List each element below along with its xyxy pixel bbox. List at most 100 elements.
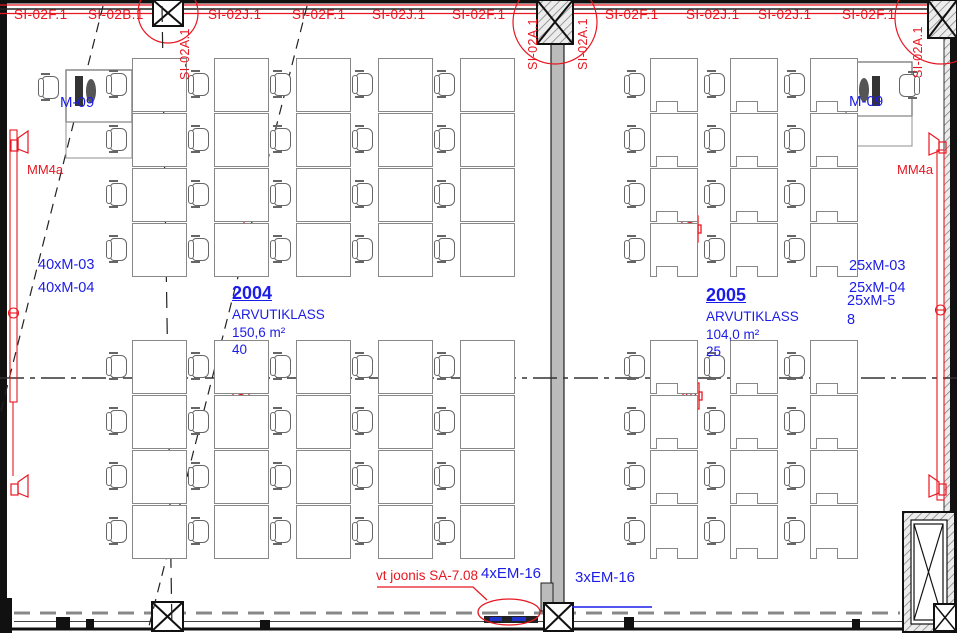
room-capacity: 25 — [706, 344, 722, 359]
desk-icon — [132, 168, 187, 222]
chair-icon — [704, 180, 725, 206]
desk-icon — [650, 340, 698, 394]
chair-icon — [106, 70, 127, 96]
desk-icon — [378, 223, 433, 277]
chair-icon — [270, 462, 291, 488]
desk-icon — [650, 450, 698, 504]
cable-run-label: SI-02F.1 — [842, 7, 896, 22]
desk-icon — [214, 450, 269, 504]
desk-tray-icon — [736, 211, 758, 222]
desk-tray-icon — [656, 493, 678, 504]
desk-icon — [214, 340, 269, 394]
riser-label: SI-02A.1 — [911, 26, 925, 78]
em-label-left: 4xEM-16 — [481, 565, 542, 582]
station-label-m09-right: M-09 — [849, 93, 884, 110]
desk-icon — [810, 340, 858, 394]
desk-icon — [730, 168, 778, 222]
chair-icon — [106, 235, 127, 261]
desk-icon — [132, 223, 187, 277]
chair-icon — [434, 180, 455, 206]
desk-icon — [296, 223, 351, 277]
desk-icon — [296, 505, 351, 559]
desk-tray-icon — [816, 101, 838, 112]
em-label-right: 3xEM-16 — [575, 569, 636, 586]
desk-tray-icon — [656, 266, 678, 277]
desk-icon — [132, 113, 187, 167]
desk-icon — [214, 223, 269, 277]
chair-icon — [188, 125, 209, 151]
chair-icon — [270, 407, 291, 433]
desk-icon — [132, 505, 187, 559]
desk-icon — [810, 395, 858, 449]
chair-icon — [704, 235, 725, 261]
desk-tray-icon — [736, 548, 758, 559]
desk-icon — [296, 340, 351, 394]
chair-icon — [784, 70, 805, 96]
desk-tray-icon — [656, 156, 678, 167]
desk-tray-icon — [736, 383, 758, 394]
desk-icon — [650, 505, 698, 559]
chair-icon — [704, 125, 725, 151]
floor-duct-callout — [377, 586, 652, 626]
room-area: 104,0 m² — [706, 327, 760, 342]
chair-icon — [106, 462, 127, 488]
ventilation-shaft-icon — [902, 511, 957, 633]
desk-icon — [378, 395, 433, 449]
cable-run-label: SI-02J.1 — [686, 7, 740, 22]
chair-icon — [434, 462, 455, 488]
desk-icon — [460, 58, 515, 112]
chair-icon — [784, 517, 805, 543]
equipment-label: 40xM-04 — [38, 280, 95, 296]
desk-icon — [730, 113, 778, 167]
chair-icon — [704, 352, 725, 378]
chair-icon — [434, 352, 455, 378]
chair-icon — [624, 125, 645, 151]
desk-icon — [810, 223, 858, 277]
desk-icon — [214, 113, 269, 167]
chair-icon — [188, 407, 209, 433]
chair-icon — [188, 180, 209, 206]
desk-icon — [650, 395, 698, 449]
desk-icon — [730, 450, 778, 504]
desk-icon — [650, 113, 698, 167]
chair-icon — [624, 235, 645, 261]
chair-icon — [624, 517, 645, 543]
desk-tray-icon — [736, 493, 758, 504]
desk-icon — [296, 58, 351, 112]
chair-icon — [352, 70, 373, 96]
chair-icon — [270, 70, 291, 96]
chair-icon — [784, 235, 805, 261]
desk-icon — [650, 223, 698, 277]
desk-icon — [214, 395, 269, 449]
equipment-label: 40xM-03 — [38, 257, 95, 273]
chair-icon — [434, 235, 455, 261]
desk-icon — [214, 58, 269, 112]
desk-icon — [460, 505, 515, 559]
desk-tray-icon — [736, 101, 758, 112]
desk-icon — [810, 58, 858, 112]
desk-tray-icon — [656, 548, 678, 559]
cable-run-label: SI-02B.1 — [88, 7, 144, 22]
desk-tray-icon — [736, 266, 758, 277]
desk-tray-icon — [816, 156, 838, 167]
desk-tray-icon — [736, 438, 758, 449]
chair-icon — [784, 352, 805, 378]
chair-icon — [352, 235, 373, 261]
desk-icon — [460, 395, 515, 449]
desk-icon — [730, 340, 778, 394]
desk-icon — [810, 113, 858, 167]
cable-tray-icon — [7, 129, 947, 501]
column-icon — [151, 0, 957, 632]
chair-icon — [188, 235, 209, 261]
riser-label: SI-02A.1 — [178, 28, 192, 80]
chair-icon — [188, 70, 209, 96]
chair-icon — [784, 462, 805, 488]
desk-icon — [810, 168, 858, 222]
cable-run-label: SI-02J.1 — [208, 7, 262, 22]
desk-tray-icon — [736, 156, 758, 167]
desk-tray-icon — [656, 383, 678, 394]
desk-icon — [460, 168, 515, 222]
